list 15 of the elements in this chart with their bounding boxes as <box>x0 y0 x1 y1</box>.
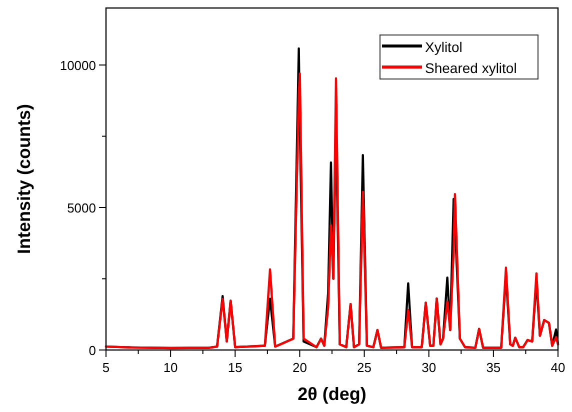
x-tick-label: 10 <box>163 360 178 375</box>
x-tick-label: 20 <box>292 360 307 375</box>
x-tick-label: 15 <box>228 360 242 375</box>
y-tick-label: 5000 <box>67 200 96 216</box>
x-tick-label: 35 <box>486 360 501 375</box>
y-tick-label: 10000 <box>60 58 96 73</box>
legend-label: Xylitol <box>425 39 462 55</box>
y-tick-label: 0 <box>88 343 96 358</box>
x-tick-label: 5 <box>102 360 110 375</box>
x-axis-title: 2θ (deg) <box>298 384 366 404</box>
y-axis-title: Intensity (counts) <box>14 104 34 254</box>
legend-label: Sheared xylitol <box>425 60 517 76</box>
x-tick-label: 30 <box>422 360 436 375</box>
x-tick-label: 25 <box>357 360 372 375</box>
x-tick-label: 40 <box>550 360 566 375</box>
